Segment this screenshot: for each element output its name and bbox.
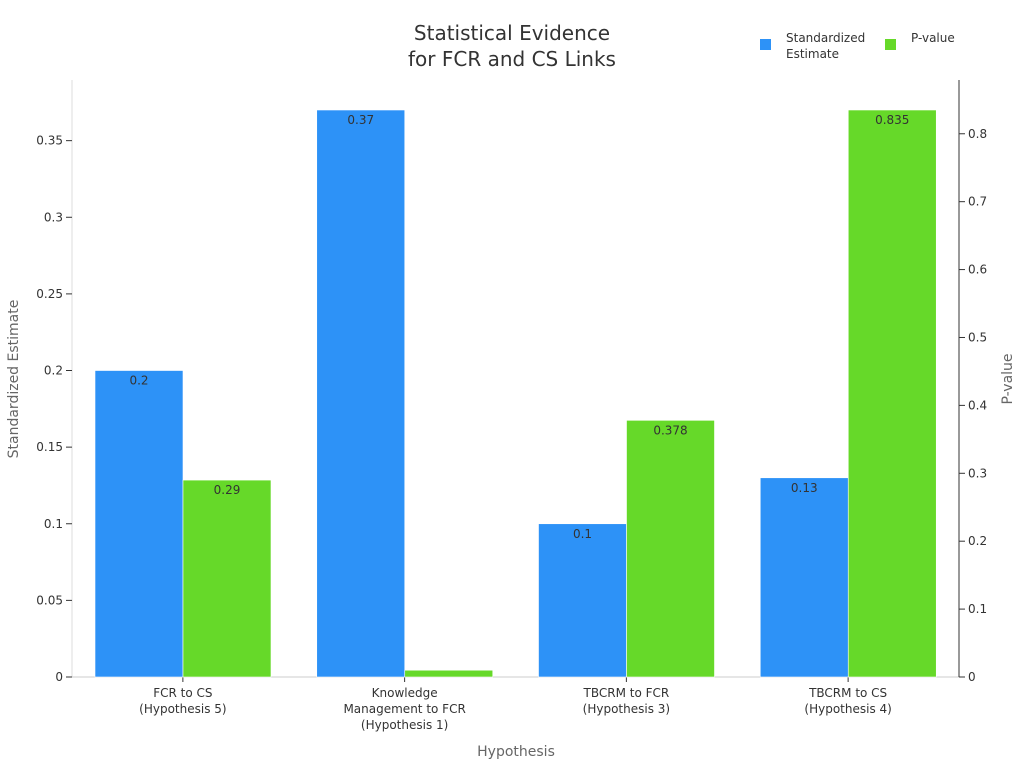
right-tick-label: 0 [968, 670, 976, 684]
legend-label: Estimate [786, 47, 839, 61]
chart-title-line: Statistical Evidence [414, 21, 610, 45]
right-tick-label: 0.5 [968, 330, 987, 344]
data-label: 0.1 [573, 527, 592, 541]
bar [626, 420, 715, 678]
left-tick-label: 0.2 [44, 364, 63, 378]
left-tick-label: 0 [55, 670, 63, 684]
left-tick-label: 0.35 [36, 134, 63, 148]
left-tick-label: 0.15 [36, 440, 63, 454]
y-axis-title-left: Standardized Estimate [6, 300, 22, 459]
right-tick-label: 0.1 [968, 602, 987, 616]
bar [182, 479, 272, 678]
x-tick-label: (Hypothesis 3) [583, 702, 670, 716]
legend-swatch [760, 39, 771, 50]
left-tick-label: 0.25 [36, 287, 63, 301]
legend-swatch [885, 39, 896, 50]
data-labels: 0.2 0.37 0.1 0.13 0.29 0.378 0.835 [129, 113, 909, 541]
x-tick-label: FCR to CS [153, 686, 212, 700]
x-tick-label: Knowledge [372, 686, 438, 700]
chart-title-line: for FCR and CS Links [408, 47, 616, 71]
legend: Standardized Estimate P-value [760, 31, 955, 61]
bar [759, 477, 849, 678]
left-tick-label: 0.3 [44, 210, 63, 224]
right-tick-label: 0.7 [968, 195, 987, 209]
x-tick-label: (Hypothesis 1) [361, 718, 448, 732]
right-tick-label: 0.4 [968, 398, 987, 412]
x-tick-label: (Hypothesis 5) [139, 702, 226, 716]
bar [847, 109, 937, 678]
bar [538, 523, 627, 678]
right-tick-label: 0.6 [968, 263, 987, 277]
data-label: 0.13 [791, 481, 818, 495]
right-tick-label: 0.3 [968, 466, 987, 480]
legend-label: Standardized [786, 31, 865, 45]
x-tick-label: TBCRM to FCR [583, 686, 670, 700]
axes: 0 0.05 0.1 0.15 0.2 0.25 0.3 0.35 0 0.1 0.2 0.3 0.4 0… [6, 80, 1016, 760]
data-label: 0.37 [347, 113, 374, 127]
bar [316, 109, 406, 678]
data-label: 0.29 [214, 483, 241, 497]
x-tick-label: TBCRM to CS [808, 686, 887, 700]
x-tick-label: Management to FCR [343, 702, 465, 716]
left-tick-label: 0.1 [44, 517, 63, 531]
bar [94, 370, 184, 678]
bars [94, 109, 937, 678]
x-axis-title: Hypothesis [477, 744, 555, 760]
right-tick-label: 0.2 [968, 534, 987, 548]
data-label: 0.378 [653, 423, 687, 437]
right-tick-label: 0.8 [968, 127, 987, 141]
left-tick-label: 0.05 [36, 593, 63, 607]
y-axis-title-right: P-value [1000, 353, 1016, 404]
data-label: 0.835 [875, 113, 909, 127]
bar [404, 669, 494, 678]
x-tick-label: (Hypothesis 4) [804, 702, 891, 716]
data-label: 0.2 [129, 374, 148, 388]
legend-label: P-value [911, 31, 955, 45]
